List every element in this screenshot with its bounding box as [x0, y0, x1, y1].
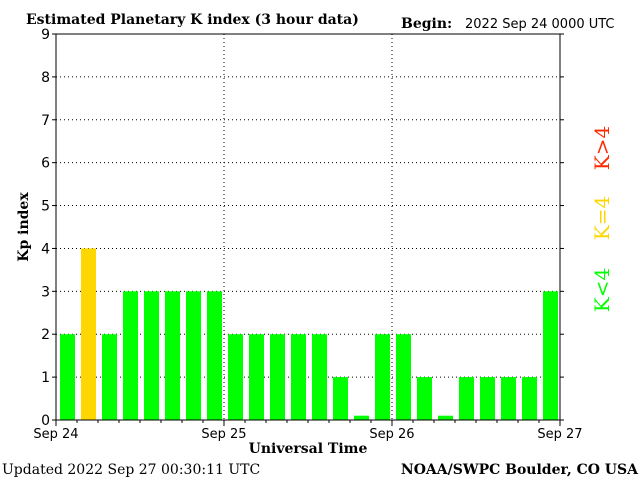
y-tick-label: 1	[41, 370, 50, 386]
legend: K<4 K=4 K>4	[590, 126, 614, 312]
y-tick-label: 0	[41, 413, 50, 429]
y-axis: 0 1 2 3 4 5 6 7 8 9	[41, 27, 564, 429]
begin-label: Begin:	[401, 16, 452, 32]
kp-bar	[270, 334, 285, 420]
y-tick-label: 4	[41, 241, 50, 257]
y-axis-title: Kp index	[16, 192, 32, 262]
kp-bar	[375, 334, 390, 420]
kp-bar	[60, 334, 75, 420]
legend-entry: K>4	[590, 126, 614, 170]
kp-bar	[396, 334, 411, 420]
kp-bar	[81, 248, 96, 420]
y-tick-label: 2	[41, 327, 50, 343]
x-day-label: Sep 26	[369, 427, 414, 442]
x-day-label: Sep 27	[537, 427, 582, 442]
kp-bar	[186, 291, 201, 420]
kp-bar	[291, 334, 306, 420]
kp-bar	[417, 377, 432, 420]
legend-entry: K=4	[590, 196, 614, 240]
updated-timestamp: Updated 2022 Sep 27 00:30:11 UTC	[2, 462, 260, 478]
kp-bar	[312, 334, 327, 420]
kp-bar	[459, 377, 474, 420]
kp-bar	[144, 291, 159, 420]
y-tick-label: 3	[41, 284, 50, 300]
y-tick-label: 6	[41, 156, 50, 172]
kp-bar	[207, 291, 222, 420]
x-axis-title: Universal Time	[249, 441, 368, 457]
kp-bar	[228, 334, 243, 420]
kp-bar	[480, 377, 495, 420]
source-credit: NOAA/SWPC Boulder, CO USA	[401, 462, 639, 478]
y-tick-label: 9	[41, 27, 50, 43]
chart-title: Estimated Planetary K index (3 hour data…	[26, 12, 359, 28]
kp-bar	[438, 415, 453, 420]
y-tick-label: 7	[41, 113, 50, 129]
x-day-label: Sep 25	[201, 427, 246, 442]
kp-bar	[102, 334, 117, 420]
x-axis: Sep 24 Sep 25 Sep 26 Sep 27	[33, 420, 583, 442]
begin-value: 2022 Sep 24 0000 UTC	[465, 17, 615, 32]
grid	[56, 34, 560, 420]
kp-bar	[123, 291, 138, 420]
kp-bar	[522, 377, 537, 420]
kp-bar	[354, 415, 369, 420]
kp-bar	[165, 291, 180, 420]
y-tick-label: 8	[41, 70, 50, 86]
bars	[60, 248, 558, 420]
y-tick-label: 5	[41, 199, 50, 215]
x-day-label: Sep 24	[33, 427, 78, 442]
kp-bar	[501, 377, 516, 420]
kp-bar	[543, 291, 558, 420]
kp-bar	[249, 334, 264, 420]
kp-bar	[333, 377, 348, 420]
legend-entry: K<4	[590, 268, 614, 312]
